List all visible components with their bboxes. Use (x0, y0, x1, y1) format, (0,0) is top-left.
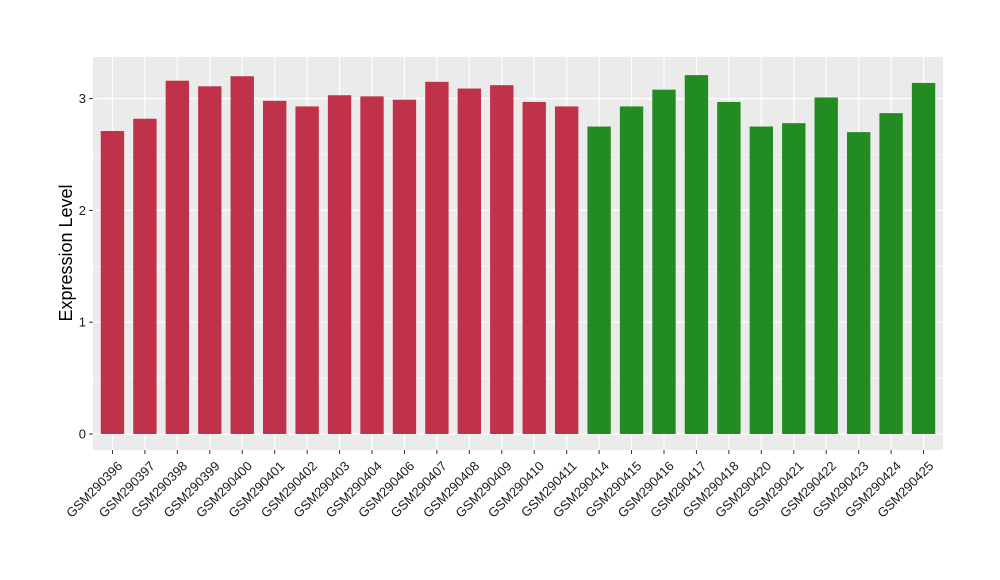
bar-GSM290418 (717, 101, 741, 434)
bar-GSM290414 (587, 126, 611, 435)
bar-GSM290403 (327, 95, 352, 434)
bars-group (100, 75, 936, 435)
bar-GSM290397 (133, 118, 157, 434)
bar-GSM290411 (554, 106, 579, 435)
bar-GSM290424 (879, 113, 903, 434)
bar-GSM290421 (782, 123, 806, 435)
y-axis-title: Expression Level (56, 184, 76, 321)
bar-GSM290409 (490, 85, 514, 435)
bar-GSM290417 (684, 75, 709, 434)
bar-GSM290404 (360, 96, 384, 434)
bar-GSM290396 (100, 131, 125, 434)
bar-GSM290425 (911, 82, 936, 434)
y-axis: 0 1 2 3 (79, 91, 93, 442)
bar-GSM290415 (619, 106, 644, 435)
bar-GSM290420 (749, 126, 773, 435)
y-tick-label: 0 (79, 427, 86, 442)
y-tick-label: 1 (79, 315, 86, 330)
bar-GSM290401 (263, 100, 287, 434)
x-axis: GSM290396GSM290397GSM290398GSM290399GSM2… (63, 450, 936, 521)
bar-GSM290416 (652, 89, 676, 434)
bar-GSM290398 (165, 80, 190, 434)
bar-GSM290408 (457, 88, 482, 435)
y-tick-label: 2 (79, 203, 86, 218)
bar-GSM290400 (230, 76, 254, 435)
bar-GSM290402 (295, 106, 319, 435)
bar-GSM290407 (425, 81, 449, 434)
bar-GSM290422 (814, 97, 838, 435)
bar-GSM290406 (392, 99, 417, 434)
y-tick-label: 3 (79, 91, 86, 106)
bar-GSM290423 (846, 132, 871, 434)
bar-GSM290410 (522, 101, 546, 434)
bar-GSM290399 (198, 86, 222, 434)
